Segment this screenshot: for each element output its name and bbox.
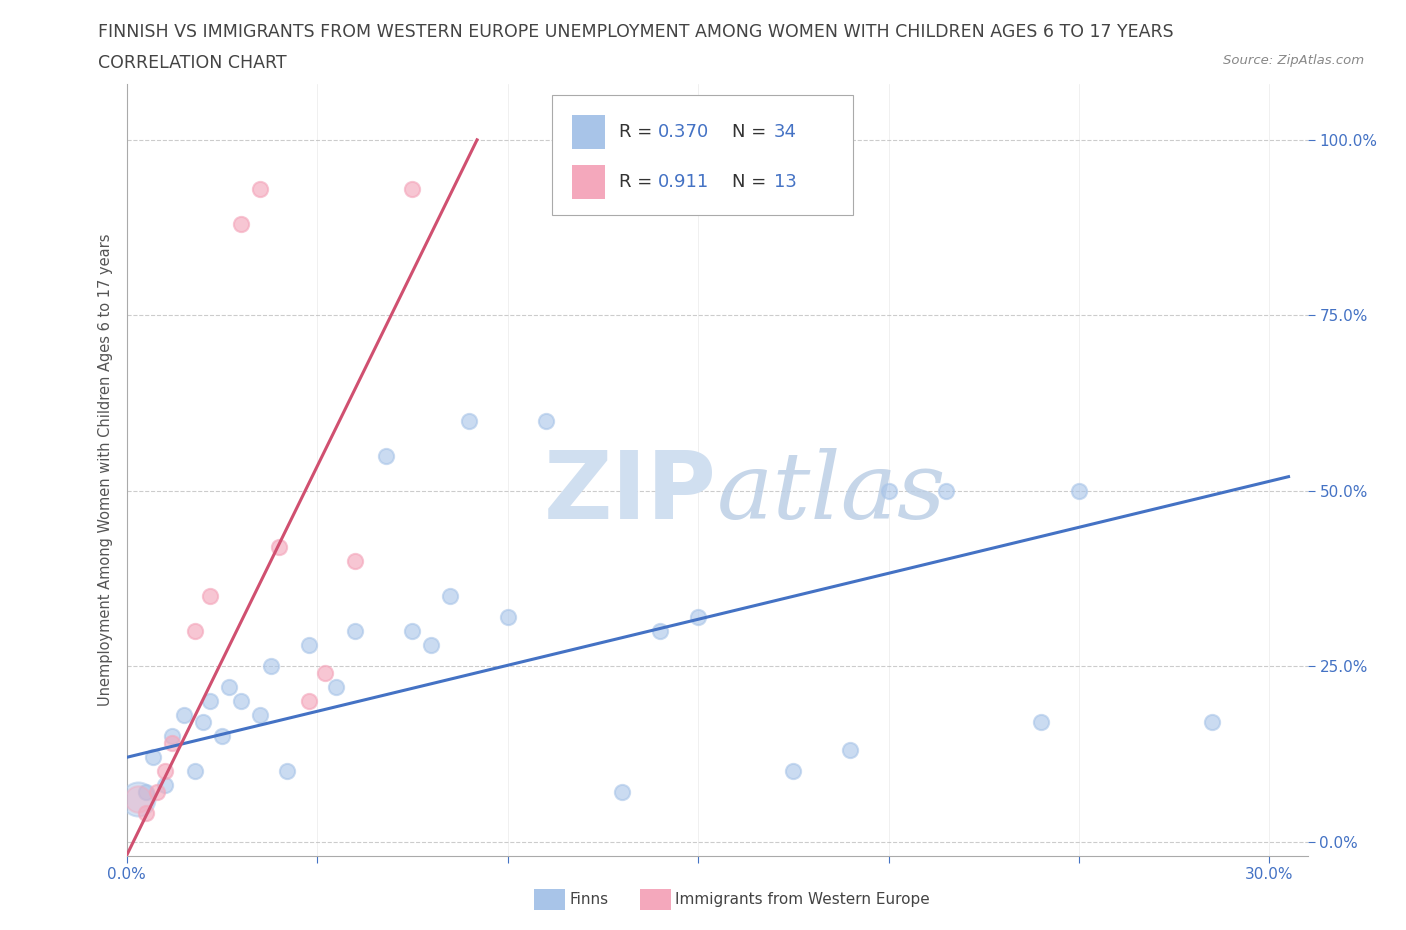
Point — [610, 785, 633, 800]
Point — [276, 764, 298, 778]
Point — [162, 729, 184, 744]
Point — [142, 750, 165, 764]
Point — [127, 792, 149, 807]
Point — [135, 785, 157, 800]
Point — [298, 694, 321, 709]
Point — [648, 624, 671, 639]
Point — [877, 484, 900, 498]
Point — [420, 638, 443, 653]
Text: R =: R = — [619, 123, 658, 140]
Point — [249, 708, 271, 723]
FancyBboxPatch shape — [551, 95, 853, 215]
Text: 13: 13 — [773, 173, 797, 191]
Point — [191, 715, 214, 730]
Text: N =: N = — [733, 173, 772, 191]
Point — [184, 764, 207, 778]
Point — [374, 448, 396, 463]
Point — [344, 553, 367, 568]
Point — [935, 484, 957, 498]
Point — [200, 589, 222, 604]
Text: ZIP: ZIP — [544, 446, 717, 538]
Point — [325, 680, 347, 695]
Point — [344, 624, 367, 639]
Point — [298, 638, 321, 653]
Text: FINNISH VS IMMIGRANTS FROM WESTERN EUROPE UNEMPLOYMENT AMONG WOMEN WITH CHILDREN: FINNISH VS IMMIGRANTS FROM WESTERN EUROP… — [98, 23, 1174, 41]
Text: 34: 34 — [773, 123, 797, 140]
FancyBboxPatch shape — [572, 165, 605, 200]
Point — [458, 413, 481, 428]
Point — [267, 539, 290, 554]
Text: atlas: atlas — [717, 448, 946, 538]
Text: Source: ZipAtlas.com: Source: ZipAtlas.com — [1223, 54, 1364, 67]
Point — [135, 806, 157, 821]
Point — [401, 181, 423, 196]
Point — [839, 743, 862, 758]
Point — [229, 217, 252, 232]
Point — [314, 666, 336, 681]
Point — [153, 764, 176, 778]
Point — [162, 736, 184, 751]
Y-axis label: Unemployment Among Women with Children Ages 6 to 17 years: Unemployment Among Women with Children A… — [97, 233, 112, 706]
Point — [260, 658, 283, 673]
FancyBboxPatch shape — [572, 114, 605, 150]
Point — [1029, 715, 1052, 730]
Point — [200, 694, 222, 709]
Point — [686, 609, 709, 624]
Text: 0.911: 0.911 — [658, 173, 709, 191]
Point — [153, 778, 176, 793]
Point — [534, 413, 557, 428]
Text: 0.370: 0.370 — [658, 123, 709, 140]
Point — [229, 694, 252, 709]
Point — [401, 624, 423, 639]
Point — [184, 624, 207, 639]
Point — [1067, 484, 1090, 498]
Point — [211, 729, 233, 744]
Text: R =: R = — [619, 173, 658, 191]
Text: Finns: Finns — [569, 892, 609, 907]
Text: CORRELATION CHART: CORRELATION CHART — [98, 54, 287, 72]
Point — [146, 785, 169, 800]
Point — [496, 609, 519, 624]
Text: Immigrants from Western Europe: Immigrants from Western Europe — [675, 892, 929, 907]
Point — [782, 764, 804, 778]
Point — [1201, 715, 1223, 730]
Point — [439, 589, 461, 604]
Point — [249, 181, 271, 196]
Point — [173, 708, 195, 723]
Text: N =: N = — [733, 123, 772, 140]
Point — [218, 680, 240, 695]
Point — [127, 792, 149, 807]
